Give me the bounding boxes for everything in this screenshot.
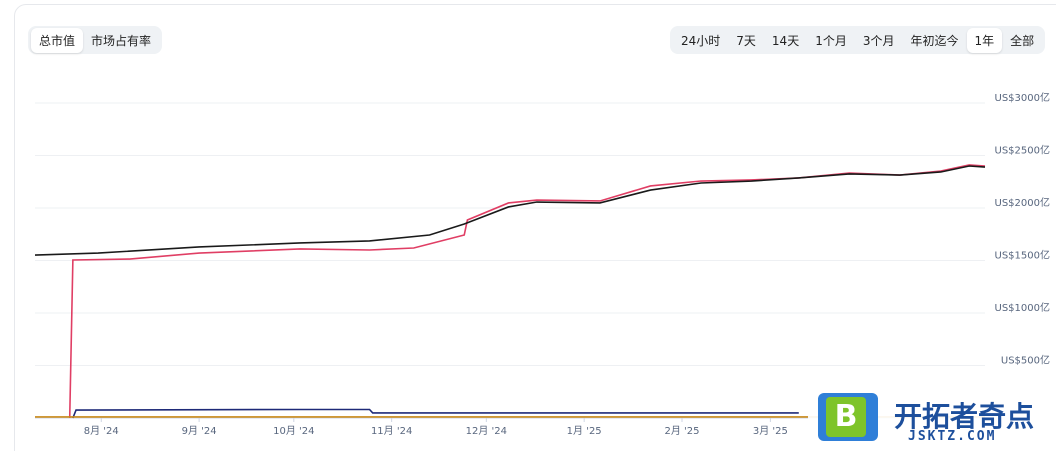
tab-button[interactable]: 1年 — [966, 27, 1003, 53]
tab-button[interactable]: 7天 — [736, 33, 756, 48]
tab-button[interactable]: 总市值 — [31, 27, 84, 53]
y-tick-label: US$1500亿 — [995, 249, 1050, 262]
y-tick-label: US$2000亿 — [995, 196, 1050, 209]
tab-button[interactable]: 1个月 — [815, 33, 847, 48]
x-tick-label: 11月 '24 — [371, 425, 412, 437]
tab-button[interactable]: 24小时 — [681, 33, 721, 48]
tab-button[interactable]: 年初迄今 — [910, 33, 959, 48]
x-tick-label: 9月 '24 — [182, 425, 217, 437]
brand-url: JSKTZ.COM — [908, 429, 997, 444]
tab-button[interactable]: 14天 — [771, 33, 800, 48]
series-line — [72, 408, 799, 419]
watermark: B 开拓者奇点 JSKTZ.COM — [808, 383, 1056, 451]
logo: B — [826, 397, 866, 437]
y-tick-label: US$500亿 — [1001, 354, 1050, 367]
x-tick-label: 2月 '25 — [665, 425, 700, 437]
x-tick-label: 10月 '24 — [273, 425, 314, 437]
tab-button[interactable]: 全部 — [1010, 33, 1035, 48]
x-tick-label: 8月 '24 — [84, 425, 119, 437]
x-tick-label: 12月 '24 — [466, 425, 507, 437]
y-tick-label: US$1000亿 — [995, 301, 1050, 314]
range-tabs: 24小时 7天 14天 1个月 3个月 年初迄今 1年 全部 — [670, 26, 1046, 54]
tab-button[interactable]: 3个月 — [862, 33, 895, 48]
series-line — [34, 165, 986, 256]
brand-name: 开拓者奇点 — [894, 400, 1035, 433]
logo-box: B — [818, 393, 878, 441]
x-tick-label: 3月 '25 — [753, 425, 788, 437]
y-tick-label: US$3000亿 — [995, 91, 1050, 104]
card — [14, 4, 1056, 451]
y-tick-label: US$2500亿 — [995, 144, 1050, 157]
x-tick-label: 1月 '25 — [567, 425, 602, 437]
tab-button[interactable]: 市场占有率 — [91, 33, 152, 48]
metric-tabs: 总市值 市场占有率 — [28, 26, 163, 54]
